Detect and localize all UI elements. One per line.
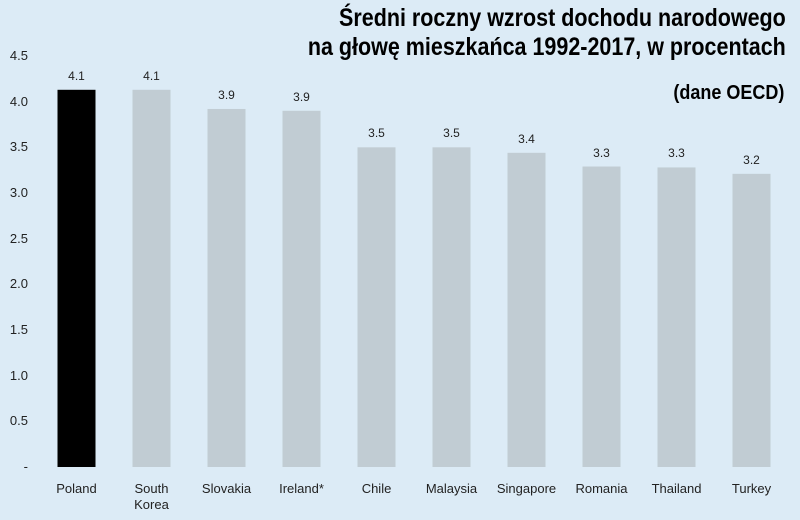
chart-title: Średni roczny wzrost dochodu narodowego …: [308, 4, 786, 61]
bar: [432, 147, 471, 468]
bar: [357, 147, 396, 468]
x-tick-label: Ireland*: [279, 481, 324, 496]
value-label: 3.5: [368, 126, 385, 141]
x-tick-label: Turkey: [731, 481, 772, 496]
y-tick-label: 2.0: [9, 276, 28, 292]
x-tick-label: Thailand: [651, 481, 702, 496]
x-tick-label: Singapore: [496, 481, 557, 496]
value-label: 3.3: [668, 146, 685, 161]
bar: [582, 166, 621, 467]
y-tick-label: -: [23, 459, 28, 474]
y-tick-label: 2.5: [9, 230, 28, 246]
value-label: 4.1: [68, 68, 85, 83]
y-tick-label: 3.5: [9, 139, 28, 155]
value-label: 3.3: [593, 145, 610, 160]
bar: [657, 167, 696, 467]
value-label: 3.5: [443, 126, 460, 141]
bar: [207, 108, 246, 468]
value-label: 4.1: [143, 68, 160, 83]
value-label: 3.2: [743, 152, 760, 167]
bar: [57, 89, 96, 467]
value-label: 3.4: [518, 131, 535, 146]
y-tick-label: 1.5: [9, 322, 28, 337]
bar: [732, 173, 771, 467]
x-tick-label: Slovakia: [201, 481, 252, 496]
y-tick-label: 4.5: [9, 48, 28, 63]
y-tick-label: 3.0: [9, 185, 28, 200]
x-tick-label: Malaysia: [425, 481, 478, 496]
bar: [507, 152, 546, 467]
value-label: 3.9: [218, 87, 235, 102]
chart-subtitle: (dane OECD): [672, 82, 784, 104]
y-tick-label: 0.5: [9, 413, 28, 429]
bar: [132, 89, 171, 467]
y-tick-label: 4.0: [9, 93, 28, 109]
value-label: 3.9: [293, 89, 310, 104]
x-tick-label: Romania: [575, 481, 628, 496]
x-tick-label: Chile: [361, 481, 392, 496]
y-tick-label: 1.0: [9, 367, 28, 383]
x-tick-label: South Korea: [134, 481, 169, 512]
x-tick-label: Poland: [56, 481, 97, 496]
bar: [282, 110, 321, 468]
